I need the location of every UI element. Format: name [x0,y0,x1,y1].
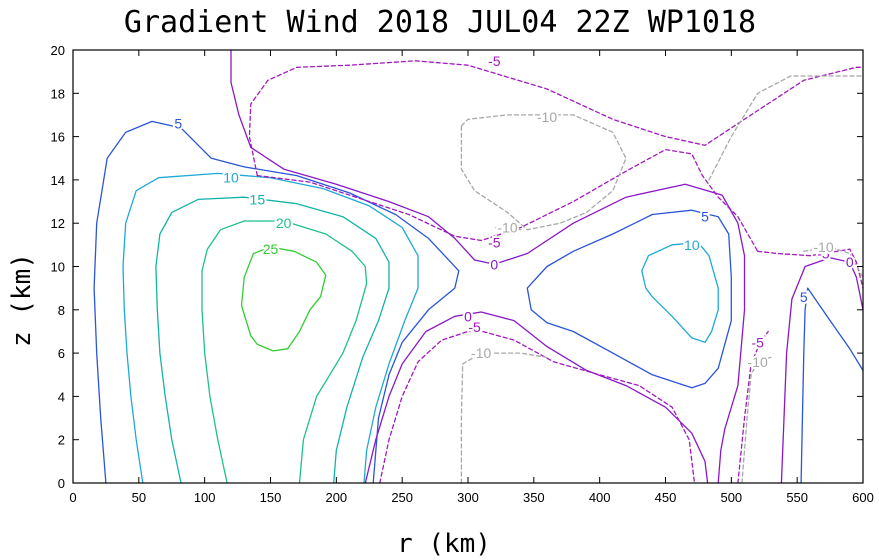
contour-label: -5 [488,235,501,251]
x-tick-label: 100 [194,490,216,505]
contour-label: -10 [471,345,491,361]
contour-label: 0 [846,254,854,270]
x-tick-label: 300 [457,490,479,505]
x-tick-label: 500 [720,490,742,505]
y-tick-label: 0 [58,476,65,491]
y-tick-label: 4 [58,389,65,404]
x-tick-label: 50 [132,490,146,505]
contour-label: -10 [813,239,833,255]
contour-line-level-neg10 [460,114,627,231]
contour-label: -10 [813,239,833,255]
contour-label: 0 [490,256,498,272]
contour-label: 10 [684,237,700,253]
contour-line-level-5 [526,209,732,389]
x-tick-label: 150 [260,490,282,505]
contour-line-level-neg5 [248,60,864,177]
y-tick-label: 16 [51,130,65,145]
contour-line-level-neg10 [493,226,522,231]
y-tick-label: 2 [58,433,65,448]
y-axis-label: z (km) [7,253,37,347]
contour-label: 5 [701,209,709,225]
contour-label: 5 [174,116,182,132]
y-tick-label: 12 [51,216,65,231]
x-tick-label: 200 [325,490,347,505]
contour-layer [93,49,864,484]
contour-line-level-5 [800,287,864,484]
contour-line-level-neg10 [460,352,548,484]
x-tick-label: 550 [786,490,808,505]
contour-label: 20 [276,215,292,231]
contour-line-level-neg5 [379,328,696,484]
x-tick-label: 350 [523,490,545,505]
contour-label: -10 [537,109,557,125]
x-tick-label: 400 [589,490,611,505]
contour-label: 0 [464,308,472,324]
contour-label: -5 [751,334,764,350]
contour-line-level-15 [155,196,390,484]
contour-label: -10 [497,220,517,236]
contour-label: 5 [800,289,808,305]
x-tick-label: 600 [852,490,874,505]
contour-label: -5 [817,246,830,262]
contour-line-level-10 [641,242,719,343]
y-tick-label: 14 [51,173,65,188]
contour-line-level-neg10 [741,356,772,484]
contour-line-level-neg5 [256,148,759,252]
x-tick-label: 250 [391,490,413,505]
y-tick-label: 8 [58,303,65,318]
contour-line-level-neg5 [737,330,769,484]
contour-label-layer: 252015105000-5-5-5-5-5-10-10-10-10-10-10… [172,51,855,372]
contour-line-level-10 [122,172,419,484]
y-tick-label: 20 [51,43,65,58]
chart-title: Gradient Wind 2018 JUL04 22Z WP1018 [124,5,756,40]
contour-line-level-0 [780,257,864,484]
x-axis-label: r (km) [397,529,491,559]
contour-label: -5 [488,53,501,69]
contour-line-level-0 [230,49,746,484]
contour-label: -5 [468,319,481,335]
x-tick-label: 0 [69,490,76,505]
contour-line-level-neg10 [803,246,864,278]
y-tick-label: 6 [58,346,65,361]
contour-label: 15 [250,191,266,207]
y-tick-label: 18 [51,86,65,101]
contour-label: 25 [263,241,279,257]
x-tick-label: 450 [655,490,677,505]
contour-label: 10 [223,170,239,186]
contour-line-level-0 [364,311,709,484]
contour-line-level-5 [93,120,460,484]
contour-line-level-25 [240,246,327,352]
axis-ticks: 0 50 100 150 200 250 300 350 400 450 500 550 6000246… [51,43,874,505]
y-tick-label: 10 [51,260,65,275]
contour-line-level-20 [201,220,368,484]
contour-label: -10 [748,354,768,370]
contour-line-level-neg10 [708,75,864,181]
